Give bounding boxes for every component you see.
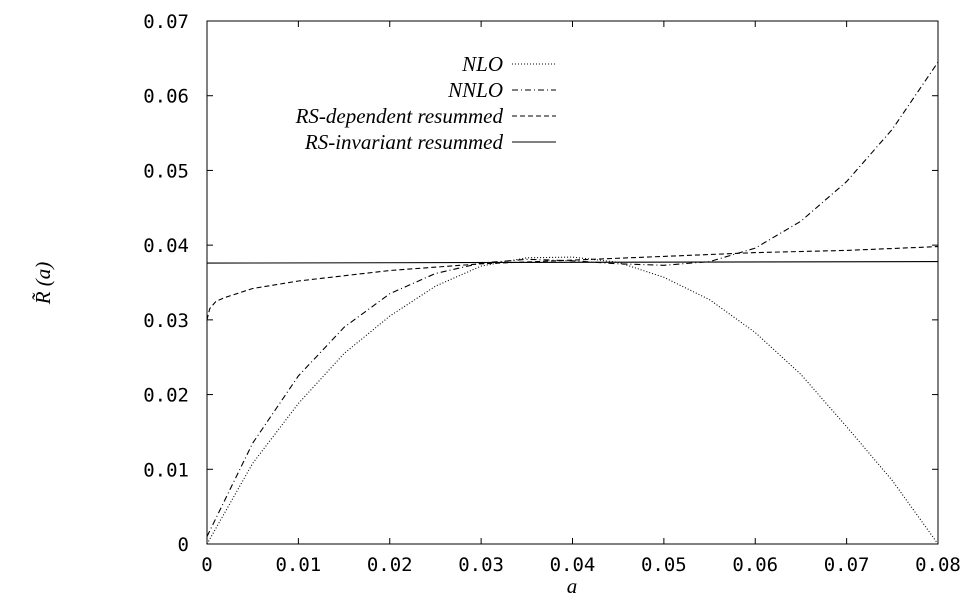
y-tick-label: 0.03 bbox=[143, 310, 189, 332]
x-tick-label: 0.08 bbox=[915, 554, 961, 576]
x-axis-ticks: 0 0.01 0.02 0.03 0.04 0.05 0.06 0.07 0.08 bbox=[201, 21, 961, 576]
y-tick-label: 0.07 bbox=[143, 11, 189, 33]
y-axis-title: R̃ (a) bbox=[31, 262, 55, 306]
legend-label-0: NLO bbox=[461, 52, 503, 76]
series-line-0 bbox=[206, 256, 939, 545]
x-tick-label: 0.01 bbox=[275, 554, 321, 576]
plot-frame bbox=[206, 20, 939, 545]
y-tick-label: 0.04 bbox=[143, 235, 189, 257]
x-tick-label: 0.05 bbox=[641, 554, 687, 576]
y-tick-label: 0.05 bbox=[143, 160, 189, 182]
series-line-2 bbox=[206, 246, 939, 321]
x-tick-label: 0.07 bbox=[824, 554, 870, 576]
series-lines bbox=[206, 61, 939, 545]
y-tick-label: 0.02 bbox=[143, 385, 189, 407]
y-tick-label: 0 bbox=[178, 534, 189, 556]
x-tick-label: 0.06 bbox=[732, 554, 778, 576]
y-tick-label: 0.06 bbox=[143, 86, 189, 108]
x-axis-title: a bbox=[567, 574, 578, 598]
y-axis-ticks: 0 0.01 0.02 0.03 0.04 0.05 0.06 0.07 bbox=[143, 11, 938, 556]
series-line-3 bbox=[206, 261, 939, 264]
x-tick-label: 0.03 bbox=[458, 554, 504, 576]
legend-label-2: RS-dependent resummed bbox=[295, 104, 504, 128]
x-tick-label: 0 bbox=[201, 554, 212, 576]
series-line-1 bbox=[206, 61, 939, 537]
x-tick-label: 0.04 bbox=[550, 554, 596, 576]
y-tick-label: 0.01 bbox=[143, 459, 189, 481]
legend-label-3: RS-invariant resummed bbox=[304, 130, 504, 154]
legend-label-1: NNLO bbox=[447, 78, 503, 102]
x-tick-label: 0.02 bbox=[367, 554, 413, 576]
